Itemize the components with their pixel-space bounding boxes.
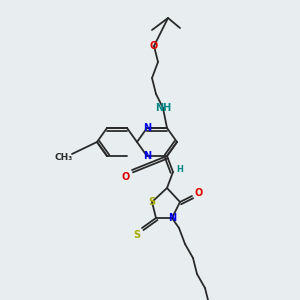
Text: O: O	[195, 188, 203, 198]
Text: O: O	[150, 41, 158, 51]
Text: O: O	[122, 172, 130, 182]
Text: S: S	[148, 197, 156, 207]
Text: N: N	[168, 213, 176, 223]
Text: N: N	[143, 123, 151, 133]
Text: S: S	[134, 230, 141, 240]
Text: H: H	[177, 164, 183, 173]
Text: N: N	[143, 151, 151, 161]
Text: NH: NH	[155, 103, 171, 113]
Text: CH₃: CH₃	[55, 152, 73, 161]
